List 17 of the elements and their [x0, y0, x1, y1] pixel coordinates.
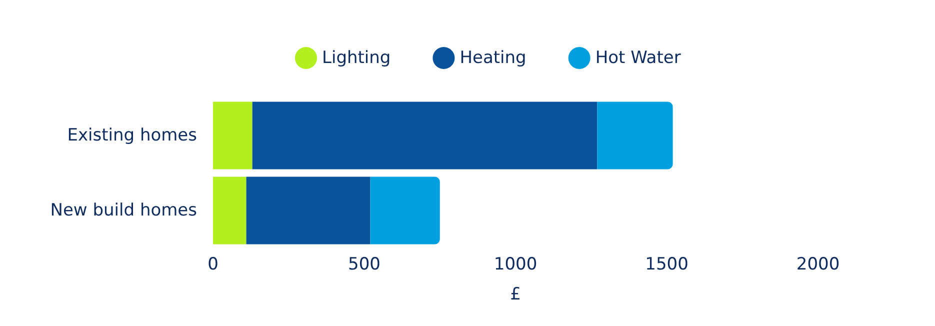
bar — [252, 102, 598, 170]
bar — [213, 102, 252, 170]
x-tick-label: 500 — [348, 254, 380, 274]
bar — [597, 102, 673, 170]
x-tick-label: 1000 — [494, 254, 538, 274]
legend-label: Hot Water — [595, 48, 681, 68]
bar — [213, 176, 246, 244]
y-tick-label: New build homes — [50, 200, 198, 220]
bar — [246, 176, 370, 244]
x-tick-label: 1500 — [645, 254, 688, 274]
y-tick-label: Existing homes — [67, 126, 198, 146]
x-axis-title: £ — [510, 284, 521, 304]
bar — [370, 176, 440, 244]
legend-label: Heating — [460, 48, 526, 68]
x-tick-label: 0 — [208, 254, 218, 274]
x-tick-label: 2000 — [796, 254, 840, 274]
legend-label: Lighting — [322, 48, 391, 68]
